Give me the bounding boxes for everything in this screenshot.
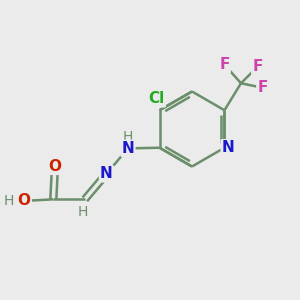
Text: N: N — [100, 166, 113, 181]
Text: H: H — [123, 130, 133, 144]
Text: Cl: Cl — [148, 91, 165, 106]
Text: O: O — [48, 159, 61, 174]
Text: F: F — [219, 57, 230, 72]
Text: F: F — [252, 59, 263, 74]
Text: N: N — [222, 140, 235, 155]
Text: H: H — [77, 205, 88, 219]
Text: N: N — [122, 141, 134, 156]
Text: O: O — [18, 193, 31, 208]
Text: H: H — [3, 194, 13, 208]
Text: F: F — [257, 80, 268, 95]
